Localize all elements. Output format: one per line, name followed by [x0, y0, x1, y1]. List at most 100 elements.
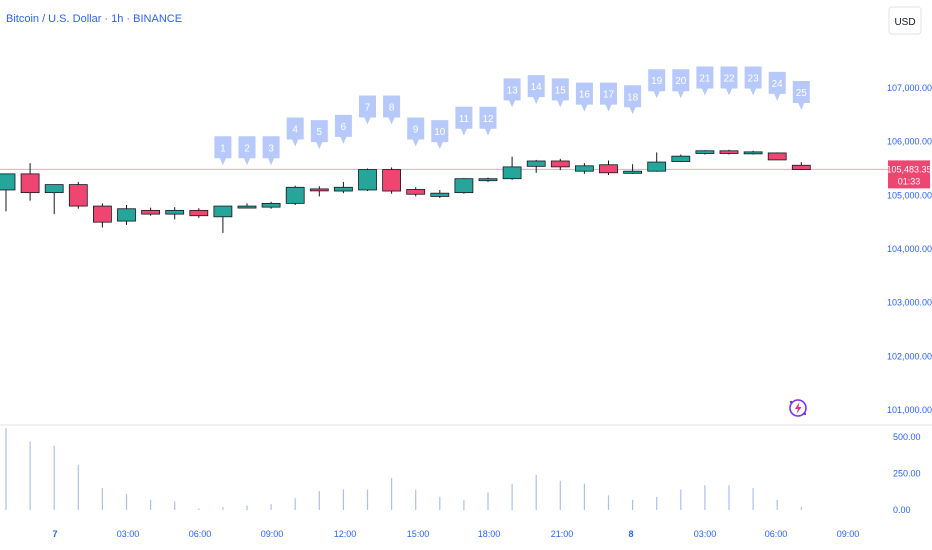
volume-bar — [463, 499, 465, 510]
candle-body — [68, 184, 88, 207]
candle-body — [550, 160, 570, 168]
volume-bar — [198, 508, 200, 510]
signal-label-text: 9 — [413, 124, 419, 135]
signal-label: 10 — [431, 120, 449, 150]
candle-body — [575, 165, 594, 172]
candle — [0, 173, 16, 212]
signal-label-text: 4 — [292, 124, 298, 135]
time-tick-label: 18:00 — [478, 529, 501, 539]
volume-bar — [174, 501, 176, 510]
signal-label: 2 — [238, 136, 256, 166]
volume-bar — [318, 491, 320, 510]
volume-tick-label: 0.00 — [893, 505, 911, 515]
signal-label-shape — [238, 136, 256, 166]
candle-body — [502, 166, 522, 180]
candle-body — [406, 189, 426, 195]
countdown-timer: 01:33 — [898, 176, 921, 186]
candle — [478, 177, 498, 182]
candle-body — [719, 150, 739, 154]
signal-label: 25 — [792, 81, 810, 111]
candle — [382, 167, 402, 194]
currency-label: USD — [894, 17, 915, 28]
candle — [141, 207, 161, 216]
current-price-value: 105,483.35 — [886, 164, 931, 174]
signal-label-shape — [600, 82, 617, 112]
signal-label-text: 8 — [389, 102, 395, 113]
candle — [599, 160, 618, 175]
time-tick-label: 15:00 — [407, 529, 430, 539]
signal-label-shape — [696, 66, 714, 96]
volume-bar — [391, 477, 393, 510]
time-axis[interactable]: 7 03:00 06:00 09:00 12:00 15:00 18:00 21:00 8 03:… — [52, 529, 859, 539]
candle-body — [285, 186, 305, 204]
candle-body — [382, 169, 402, 192]
signal-label-shape — [744, 66, 762, 96]
volume-bars — [5, 428, 802, 510]
candle — [333, 181, 353, 194]
signal-label-text: 10 — [434, 127, 446, 138]
signal-label: 18 — [624, 85, 642, 115]
candle-body — [743, 151, 763, 155]
volume-bar — [5, 428, 7, 510]
candle — [430, 189, 450, 199]
volume-bar — [150, 499, 152, 510]
candle — [623, 164, 642, 174]
currency-button[interactable]: USD — [888, 6, 922, 35]
signal-label-shape — [672, 69, 690, 99]
lightning-logo-icon[interactable] — [789, 399, 807, 417]
candle — [791, 162, 811, 171]
time-tick-label: 09:00 — [837, 529, 860, 539]
signal-label-text: 12 — [482, 114, 494, 125]
volume-bar — [29, 441, 31, 510]
signal-label-shape — [503, 78, 521, 108]
volume-bar — [246, 505, 248, 510]
price-tick-label: 106,000.00 — [887, 137, 932, 147]
time-tick-label: 06:00 — [189, 529, 212, 539]
price-tick-label: 103,000.00 — [887, 298, 932, 308]
price-tick-label: 101,000.00 — [887, 405, 932, 415]
signal-label-shape — [286, 117, 304, 147]
candle-body — [526, 160, 546, 167]
candle — [117, 204, 136, 225]
signal-label-shape — [575, 82, 593, 112]
time-tick-label: 7 — [52, 529, 57, 539]
time-tick-label: 12:00 — [334, 529, 357, 539]
signal-label-text: 25 — [796, 88, 808, 99]
time-tick-label: 09:00 — [261, 529, 284, 539]
signal-label: 12 — [479, 106, 497, 136]
volume-bar — [656, 496, 658, 510]
signal-label: 17 — [600, 82, 617, 112]
volume-bar — [511, 483, 513, 510]
signal-label-shape — [551, 78, 569, 108]
signal-label: 24 — [768, 71, 786, 101]
price-axis[interactable]: 107,000.00 106,000.00 105,000.00 104,000.00… — [887, 83, 932, 415]
signal-label: 14 — [527, 75, 545, 105]
candle — [189, 208, 209, 218]
signal-label-text: 20 — [675, 76, 687, 87]
price-tick-label: 102,000.00 — [887, 351, 932, 361]
candle — [502, 156, 522, 180]
signal-label-shape — [359, 95, 376, 125]
candle-body — [309, 188, 329, 192]
candle-body — [0, 173, 16, 191]
volume-bar — [101, 488, 103, 510]
price-tick-label: 104,000.00 — [887, 244, 932, 254]
volume-bar — [632, 499, 634, 510]
candle — [261, 201, 281, 209]
candle — [358, 168, 377, 192]
candle-body — [333, 186, 353, 192]
candle-body — [165, 209, 185, 215]
chart-title: Bitcoin / U.S. Dollar · 1h · BINANCE — [6, 13, 182, 25]
candle — [20, 163, 40, 201]
volume-bar — [439, 496, 441, 510]
volume-bar — [704, 485, 706, 510]
volume-bar — [728, 485, 730, 510]
candle — [44, 184, 64, 215]
signal-label: 20 — [672, 69, 690, 99]
candle-body — [141, 209, 161, 215]
candle — [165, 207, 185, 220]
signal-label-text: 18 — [627, 92, 639, 103]
volume-axis[interactable]: 500.00 250.00 0.00 — [893, 432, 921, 515]
